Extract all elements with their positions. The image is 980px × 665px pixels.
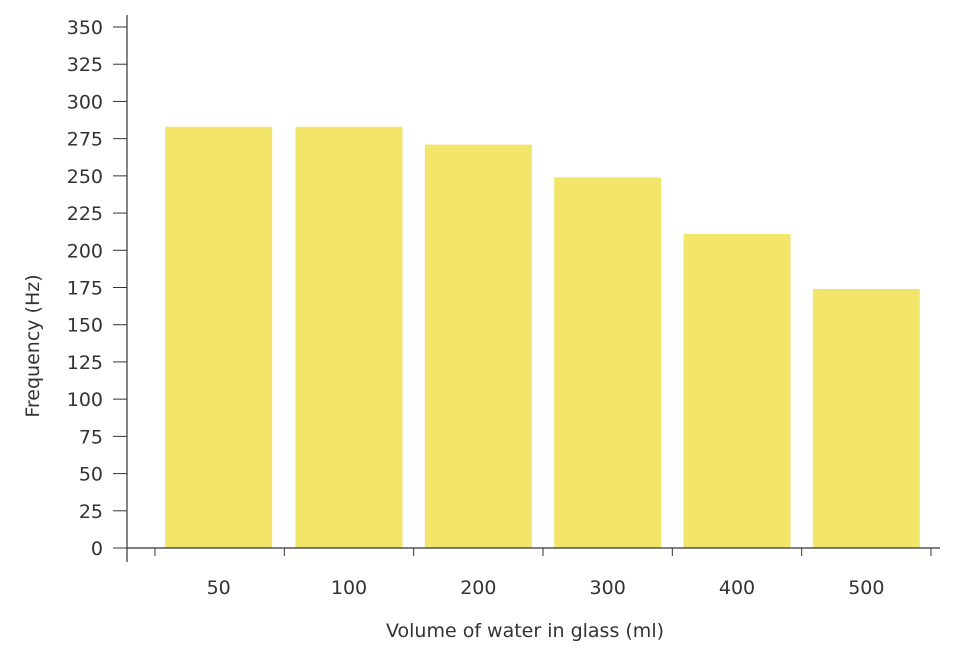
x-tick-label: 400 <box>719 577 755 599</box>
y-tick-label: 50 <box>79 464 103 486</box>
y-tick-label: 250 <box>67 166 103 188</box>
x-axis-title: Volume of water in glass (ml) <box>386 620 664 642</box>
x-tick-label: 300 <box>590 577 626 599</box>
y-tick-label: 175 <box>67 278 103 300</box>
x-axis-ticks: 50 100 200 300 400 500 <box>154 548 932 599</box>
y-tick-label: 275 <box>67 129 103 151</box>
bar-50 <box>165 126 273 548</box>
y-tick-label: 125 <box>67 352 103 374</box>
bar-100 <box>295 126 403 548</box>
y-axis-title: Frequency (Hz) <box>22 274 44 417</box>
y-tick-label: 0 <box>91 538 103 560</box>
bars <box>165 126 920 549</box>
y-tick-label: 150 <box>67 315 103 337</box>
y-tick-label: 300 <box>67 91 103 113</box>
y-tick-label: 350 <box>67 17 103 39</box>
x-tick-label: 500 <box>848 577 884 599</box>
y-axis-ticks: 0 25 50 75 100 125 150 175 200 225 250 275 300 325 350 <box>67 17 127 560</box>
x-tick-label: 200 <box>460 577 496 599</box>
y-tick-label: 25 <box>79 501 103 523</box>
x-tick-label: 50 <box>207 577 231 599</box>
bar-200 <box>424 144 532 548</box>
y-tick-label: 225 <box>67 203 103 225</box>
x-tick-label: 100 <box>331 577 367 599</box>
y-tick-label: 75 <box>79 426 103 448</box>
bar-400 <box>683 233 791 548</box>
y-tick-label: 200 <box>67 240 103 262</box>
y-tick-label: 100 <box>67 389 103 411</box>
bar-300 <box>554 177 662 549</box>
bar-500 <box>812 288 920 548</box>
y-tick-label: 325 <box>67 54 103 76</box>
